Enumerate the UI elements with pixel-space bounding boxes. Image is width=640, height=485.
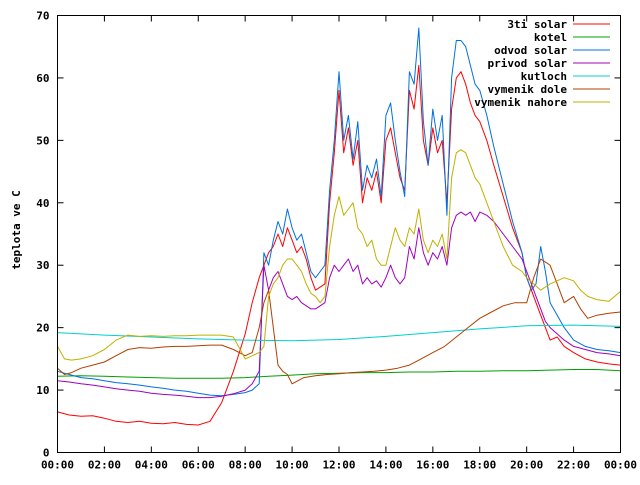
x-tick-label: 16:00 — [416, 459, 449, 472]
x-tick-label: 08:00 — [229, 459, 262, 472]
y-tick-label: 20 — [36, 322, 49, 335]
y-tick-label: 30 — [36, 259, 49, 272]
legend-label: odvod solar — [494, 44, 567, 57]
series-line-0 — [57, 64, 621, 426]
series-line-3 — [57, 211, 621, 399]
legend-label: kotel — [534, 31, 567, 44]
x-tick-label: 06:00 — [182, 459, 215, 472]
x-tick-label: 10:00 — [276, 459, 309, 472]
series-layer — [57, 27, 621, 426]
legend-label: 3ti solar — [507, 18, 567, 31]
series-line-5 — [57, 258, 621, 385]
series-line-6 — [57, 149, 621, 361]
x-tick-label: 12:00 — [322, 459, 355, 472]
x-tick-label: 02:00 — [88, 459, 121, 472]
legend-label: privod solar — [488, 57, 568, 70]
x-tick-label: 14:00 — [369, 459, 402, 472]
y-tick-label: 50 — [36, 134, 49, 147]
x-tick-label: 00:00 — [41, 459, 74, 472]
legend-label: kutloch — [521, 70, 567, 83]
x-tick-label: 04:00 — [135, 459, 168, 472]
series-line-4 — [57, 324, 621, 342]
legend-label: vymenik dole — [488, 83, 568, 96]
y-tick-label: 60 — [36, 72, 49, 85]
x-tick-label: 18:00 — [463, 459, 496, 472]
x-tick-label: 22:00 — [557, 459, 590, 472]
ticks-layer: 0 10 20 30 40 50 60 70 00:00 02:00 04:00 06:00 08:00… — [36, 10, 637, 472]
series-line-1 — [57, 369, 621, 379]
plot-frame — [57, 15, 621, 453]
legend-label: vymenik nahore — [474, 96, 567, 109]
y-tick-label: 0 — [43, 447, 50, 460]
x-tick-label: 20:00 — [510, 459, 543, 472]
x-tick-label: 00:00 — [604, 459, 637, 472]
y-tick-label: 70 — [36, 10, 49, 23]
y-axis-label: teplota ve C — [10, 190, 23, 269]
y-tick-label: 40 — [36, 197, 49, 210]
series-line-2 — [57, 27, 621, 397]
y-tick-label: 10 — [36, 384, 49, 397]
